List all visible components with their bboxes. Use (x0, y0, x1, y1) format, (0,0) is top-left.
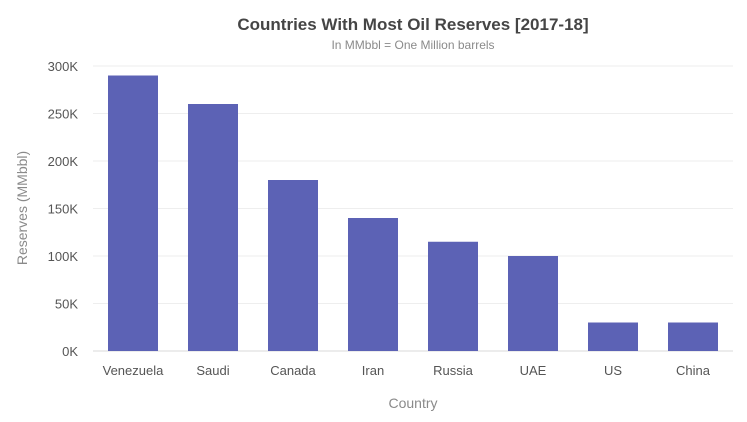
x-tick-label: Saudi (196, 363, 229, 378)
bar-iran[interactable] (348, 218, 398, 351)
chart-title: Countries With Most Oil Reserves [2017-1… (237, 15, 588, 34)
bar-china[interactable] (668, 322, 718, 352)
y-axis-label: Reserves (MMbbl) (14, 151, 30, 265)
chart-subtitle: In MMbbl = One Million barrels (331, 38, 494, 52)
x-tick-label: Canada (270, 363, 316, 378)
y-tick-label: 100K (48, 249, 79, 264)
x-tick-label: UAE (520, 363, 547, 378)
y-tick-label: 50K (55, 297, 78, 312)
bar-venezuela[interactable] (108, 75, 158, 352)
x-axis-label: Country (388, 395, 437, 411)
bar-canada[interactable] (268, 180, 318, 351)
bar-uae[interactable] (508, 256, 558, 351)
y-tick-label: 0K (62, 344, 78, 359)
y-tick-label: 250K (48, 107, 79, 122)
y-tick-label: 150K (48, 202, 79, 217)
x-tick-label: Russia (433, 363, 474, 378)
x-tick-label: US (604, 363, 622, 378)
y-tick-label: 300K (48, 59, 79, 74)
x-tick-label: China (676, 363, 711, 378)
bar-russia[interactable] (428, 241, 478, 351)
y-tick-label: 200K (48, 154, 79, 169)
x-tick-label: Venezuela (103, 363, 164, 378)
x-tick-label: Iran (362, 363, 384, 378)
bar-saudi[interactable] (188, 104, 238, 351)
bar-us[interactable] (588, 322, 638, 352)
